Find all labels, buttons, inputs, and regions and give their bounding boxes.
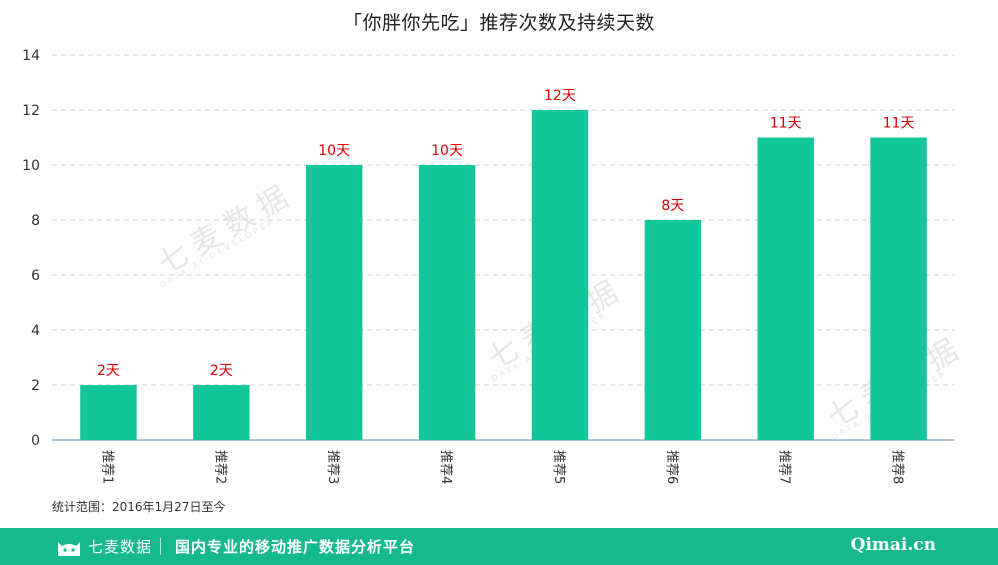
y-tick-label: 4 (31, 323, 40, 339)
y-tick-label: 10 (22, 158, 40, 174)
bar (757, 137, 814, 440)
x-tick-label: 推荐1 (99, 450, 114, 484)
cat-logo-icon (58, 542, 80, 556)
bar (80, 385, 137, 440)
y-tick-label: 14 (22, 48, 40, 64)
footer-bar: 七麦数据 国内专业的移动推广数据分析平台 Qimai.cn (0, 528, 998, 565)
x-tick-label: 推荐2 (212, 450, 227, 484)
x-tick-label: 推荐5 (551, 450, 566, 484)
data-label: 10天 (431, 143, 463, 159)
y-tick-label: 0 (31, 433, 40, 449)
footer-slogan: 国内专业的移动推广数据分析平台 (175, 538, 416, 556)
chart-title: 「你胖你先吃」推荐次数及持续天数 (342, 12, 655, 34)
data-label: 10天 (318, 143, 350, 159)
y-tick-label: 8 (31, 213, 40, 229)
x-tick-label: 推荐8 (890, 450, 905, 484)
footnote: 统计范围：2016年1月27日至今 (52, 500, 226, 514)
bar (418, 165, 476, 440)
footer-divider (160, 538, 161, 555)
y-tick-label: 6 (31, 268, 40, 284)
bar (644, 220, 702, 440)
x-tick-label: 推荐6 (664, 450, 679, 484)
footer-brand: 七麦数据 (88, 538, 153, 556)
bar (870, 137, 927, 440)
y-tick-label: 2 (31, 378, 40, 394)
data-label: 11天 (883, 116, 915, 132)
footer-site-link[interactable]: Qimai.cn (850, 535, 936, 555)
bar (531, 110, 589, 440)
bar (305, 165, 363, 440)
data-label: 11天 (770, 116, 802, 132)
x-tick-label: 推荐7 (777, 450, 792, 484)
data-label: 2天 (210, 363, 233, 379)
data-label: 2天 (97, 363, 120, 379)
x-tick-label: 推荐3 (325, 450, 340, 484)
data-label: 12天 (544, 88, 576, 104)
y-tick-label: 12 (22, 103, 40, 119)
bar (193, 385, 250, 440)
data-label: 8天 (661, 198, 684, 214)
x-tick-label: 推荐4 (438, 450, 453, 484)
